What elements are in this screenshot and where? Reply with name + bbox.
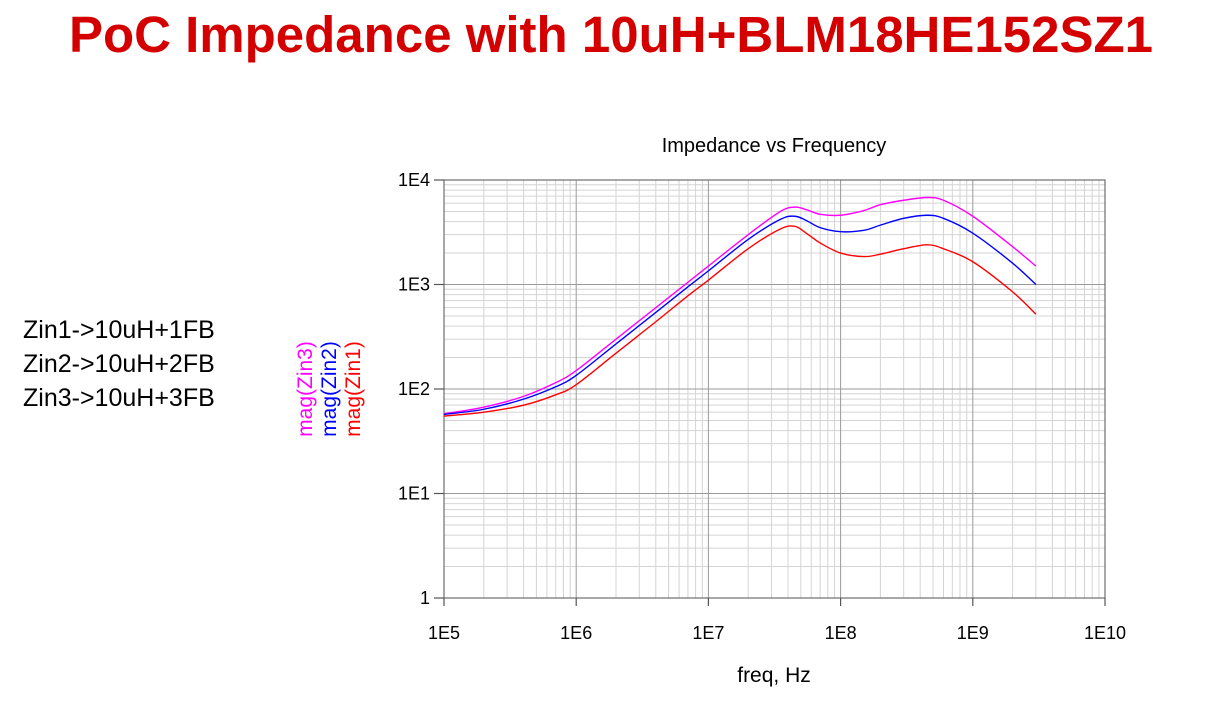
x-tick-label: 1E8: [825, 623, 857, 643]
x-axis: 1E5 1E6 1E7 1E8 1E9 1E10: [428, 598, 1126, 643]
x-tick-label: 1E10: [1084, 623, 1126, 643]
legend: mag(Zin3) mag(Zin2) mag(Zin1): [294, 341, 365, 437]
y-tick-label: 1E4: [398, 170, 430, 190]
series-line-mag-zin3: [443, 196, 1037, 415]
notes-list: Zin1->10uH+1FB Zin2->10uH+2FB Zin3->10uH…: [23, 313, 215, 415]
slide-title: PoC Impedance with 10uH+BLM18HE152SZ1: [68, 6, 1154, 63]
note-line: Zin3->10uH+3FB: [23, 384, 215, 412]
series-lines: [443, 196, 1037, 417]
y-axis: 1 1E1 1E2 1E3 1E4: [398, 170, 444, 608]
series-line-mag-zin2: [443, 214, 1037, 416]
note-line: Zin2->10uH+2FB: [23, 350, 215, 378]
x-tick-label: 1E5: [428, 623, 460, 643]
legend-entry-mag-zin2: mag(Zin2): [318, 341, 341, 437]
x-tick-label: 1E9: [957, 623, 989, 643]
y-tick-label: 1E1: [398, 484, 430, 504]
x-axis-label: freq, Hz: [737, 664, 811, 687]
series-line-mag-zin1: [443, 225, 1037, 417]
note-line: Zin1->10uH+1FB: [23, 316, 215, 344]
chart-title: Impedance vs Frequency: [662, 135, 887, 157]
y-tick-label: 1E3: [398, 275, 430, 295]
x-tick-label: 1E7: [692, 623, 724, 643]
y-tick-label: 1E2: [398, 379, 430, 399]
legend-entry-mag-zin1: mag(Zin1): [342, 341, 365, 437]
y-tick-label: 1: [420, 588, 430, 608]
legend-entry-mag-zin3: mag(Zin3): [294, 341, 317, 437]
x-tick-label: 1E6: [560, 623, 592, 643]
